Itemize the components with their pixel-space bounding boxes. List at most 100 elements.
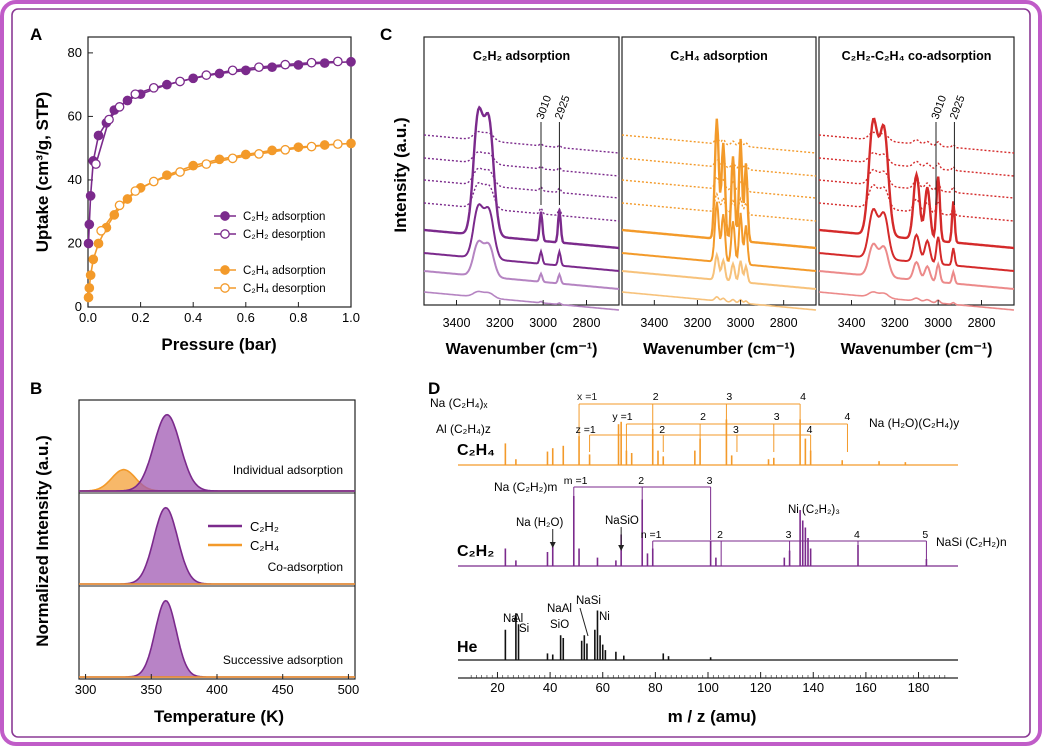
panel-d: D C₂H₄ C₂H₂ He 20 40 60 80 100 120 140 160 180 x =… (428, 379, 1007, 726)
species-label-he: NaAl (547, 603, 572, 615)
data-point (91, 159, 101, 169)
ir-subpanel-frame (818, 36, 1015, 306)
panel-a-xlabel: Pressure (bar) (161, 335, 276, 354)
panel-c: C Intensity (a.u.) C₂H₂ adsorption301029… (380, 25, 1015, 358)
x-tick-label: 300 (75, 682, 97, 697)
ir-spectrum-line (423, 181, 620, 222)
ir-spectrum-line (423, 239, 620, 290)
data-point (93, 130, 104, 141)
legend-label: C₂H₂ desorption (243, 229, 325, 241)
x-tick-label: 3000 (727, 316, 755, 330)
ir-spectrum-line (818, 208, 1015, 272)
panel-a: A 0.0 0.2 0.4 0.6 0.8 1.0 0 20 40 60 80 C₂H₂ adsor… (30, 25, 360, 354)
panel-d-axis: 20 40 60 80 100 120 140 160 180 (458, 672, 958, 695)
panel-b-ticks: 300 350 400 450 500 (75, 674, 360, 697)
ir-subpanel-frame (621, 36, 817, 306)
series-label-al-c2h4-z: Al (C₂H₄)z (436, 422, 491, 436)
y-tick-label: 20 (68, 235, 82, 250)
x-tick-label: 40 (543, 680, 557, 695)
panel-d-xlabel: m / z (amu) (668, 707, 757, 726)
index-label: 2 (638, 475, 644, 487)
index-label: 2 (653, 391, 659, 403)
ir-spectrum-line (818, 291, 1015, 311)
ir-spectrum-line (621, 191, 817, 222)
data-point (267, 62, 277, 73)
legend-marker (220, 265, 230, 275)
ir-spectrum-line (423, 203, 620, 272)
x-tick-label: 0.6 (237, 310, 255, 325)
series-label-na-c2h4-x: Na (C₂H₄)ₓ (430, 396, 488, 410)
index-label: 3 (774, 411, 780, 423)
data-point (306, 141, 317, 152)
panel-b-rows: Individual adsorption Co-adsorption Succes… (79, 413, 355, 678)
index-label-y1: y =1 (612, 411, 632, 423)
ir-subpanel-xlabel: Wavenumber (cm⁻¹) (643, 341, 795, 358)
series-label-nasi-c2h2-n: NaSi (C₂H₂)n (936, 535, 1007, 549)
x-tick-label: 500 (338, 682, 360, 697)
x-tick-label: 3200 (881, 316, 909, 330)
x-tick-label: 3400 (443, 316, 471, 330)
x-tick-label: 120 (750, 680, 772, 695)
row-label: Successive adsorption (223, 653, 343, 667)
ir-spectrum-line (423, 290, 620, 311)
series-label-na-c2h2-m: Na (C₂H₂)m (494, 480, 557, 494)
species-label-he: SiO (550, 619, 569, 631)
data-point (96, 225, 107, 236)
y-tick-label: 40 (68, 172, 82, 187)
x-tick-label: 350 (140, 682, 162, 697)
ir-subpanel-xlabel: Wavenumber (cm⁻¹) (841, 341, 993, 358)
ir-spectrum-line (818, 131, 1015, 154)
ir-spectrum-line (621, 134, 817, 154)
legend-marker (220, 283, 230, 293)
data-point (254, 62, 264, 73)
data-point (148, 82, 159, 93)
data-point (280, 144, 291, 155)
x-tick-label: 1.0 (342, 310, 360, 325)
ir-subpanel-title: C₂H₂-C₂H₄ co-adsorption (842, 49, 992, 63)
data-point (201, 159, 212, 169)
ir-annotation-label: 3010 (535, 94, 555, 121)
x-tick-label: 0.0 (79, 310, 97, 325)
species-arrow-head (549, 542, 556, 548)
index-label-x1: x =1 (577, 391, 597, 403)
panel-c-label: C (380, 25, 392, 44)
y-tick-label: 60 (68, 108, 82, 123)
x-tick-label: 80 (648, 680, 662, 695)
index-label-n4: 4 (854, 529, 860, 541)
data-point (306, 57, 317, 68)
legend-label: C₂H₂ (250, 519, 279, 534)
data-point (201, 70, 212, 80)
x-tick-label: 0.4 (184, 310, 202, 325)
ir-spectrum-line (423, 167, 620, 199)
data-point (109, 210, 120, 220)
ir-spectrum-line (818, 117, 1015, 250)
x-tick-label: 180 (908, 680, 930, 695)
index-label: 3 (726, 391, 732, 403)
data-point (267, 145, 277, 156)
ir-subpanel-title: C₂H₂ adsorption (473, 49, 570, 63)
index-label: 4 (800, 391, 806, 403)
ir-spectrum-line (818, 242, 1015, 290)
legend-label: C₂H₄ (250, 538, 279, 553)
panel-a-series (83, 56, 356, 303)
index-label-n1: n =1 (641, 529, 662, 541)
index-label: 4 (807, 424, 813, 436)
data-point (175, 76, 185, 87)
ir-spectrum-line (423, 105, 620, 250)
x-tick-label: 3200 (684, 316, 712, 330)
panel-b-ylabel: Normalized Intensity (a.u.) (33, 435, 52, 647)
data-point (346, 56, 356, 67)
species-label-na-h2o: Na (H₂O) (516, 517, 563, 529)
data-point (114, 200, 125, 211)
ms-spectrum-label: He (457, 639, 478, 656)
index-label-n5: 5 (922, 529, 928, 541)
data-point (332, 56, 343, 67)
x-tick-label: 3200 (486, 316, 514, 330)
species-arrow-head (618, 545, 625, 551)
index-label: 3 (733, 424, 739, 436)
data-point (88, 254, 99, 265)
panel-d-spectra: C₂H₄ C₂H₂ He (457, 419, 958, 661)
